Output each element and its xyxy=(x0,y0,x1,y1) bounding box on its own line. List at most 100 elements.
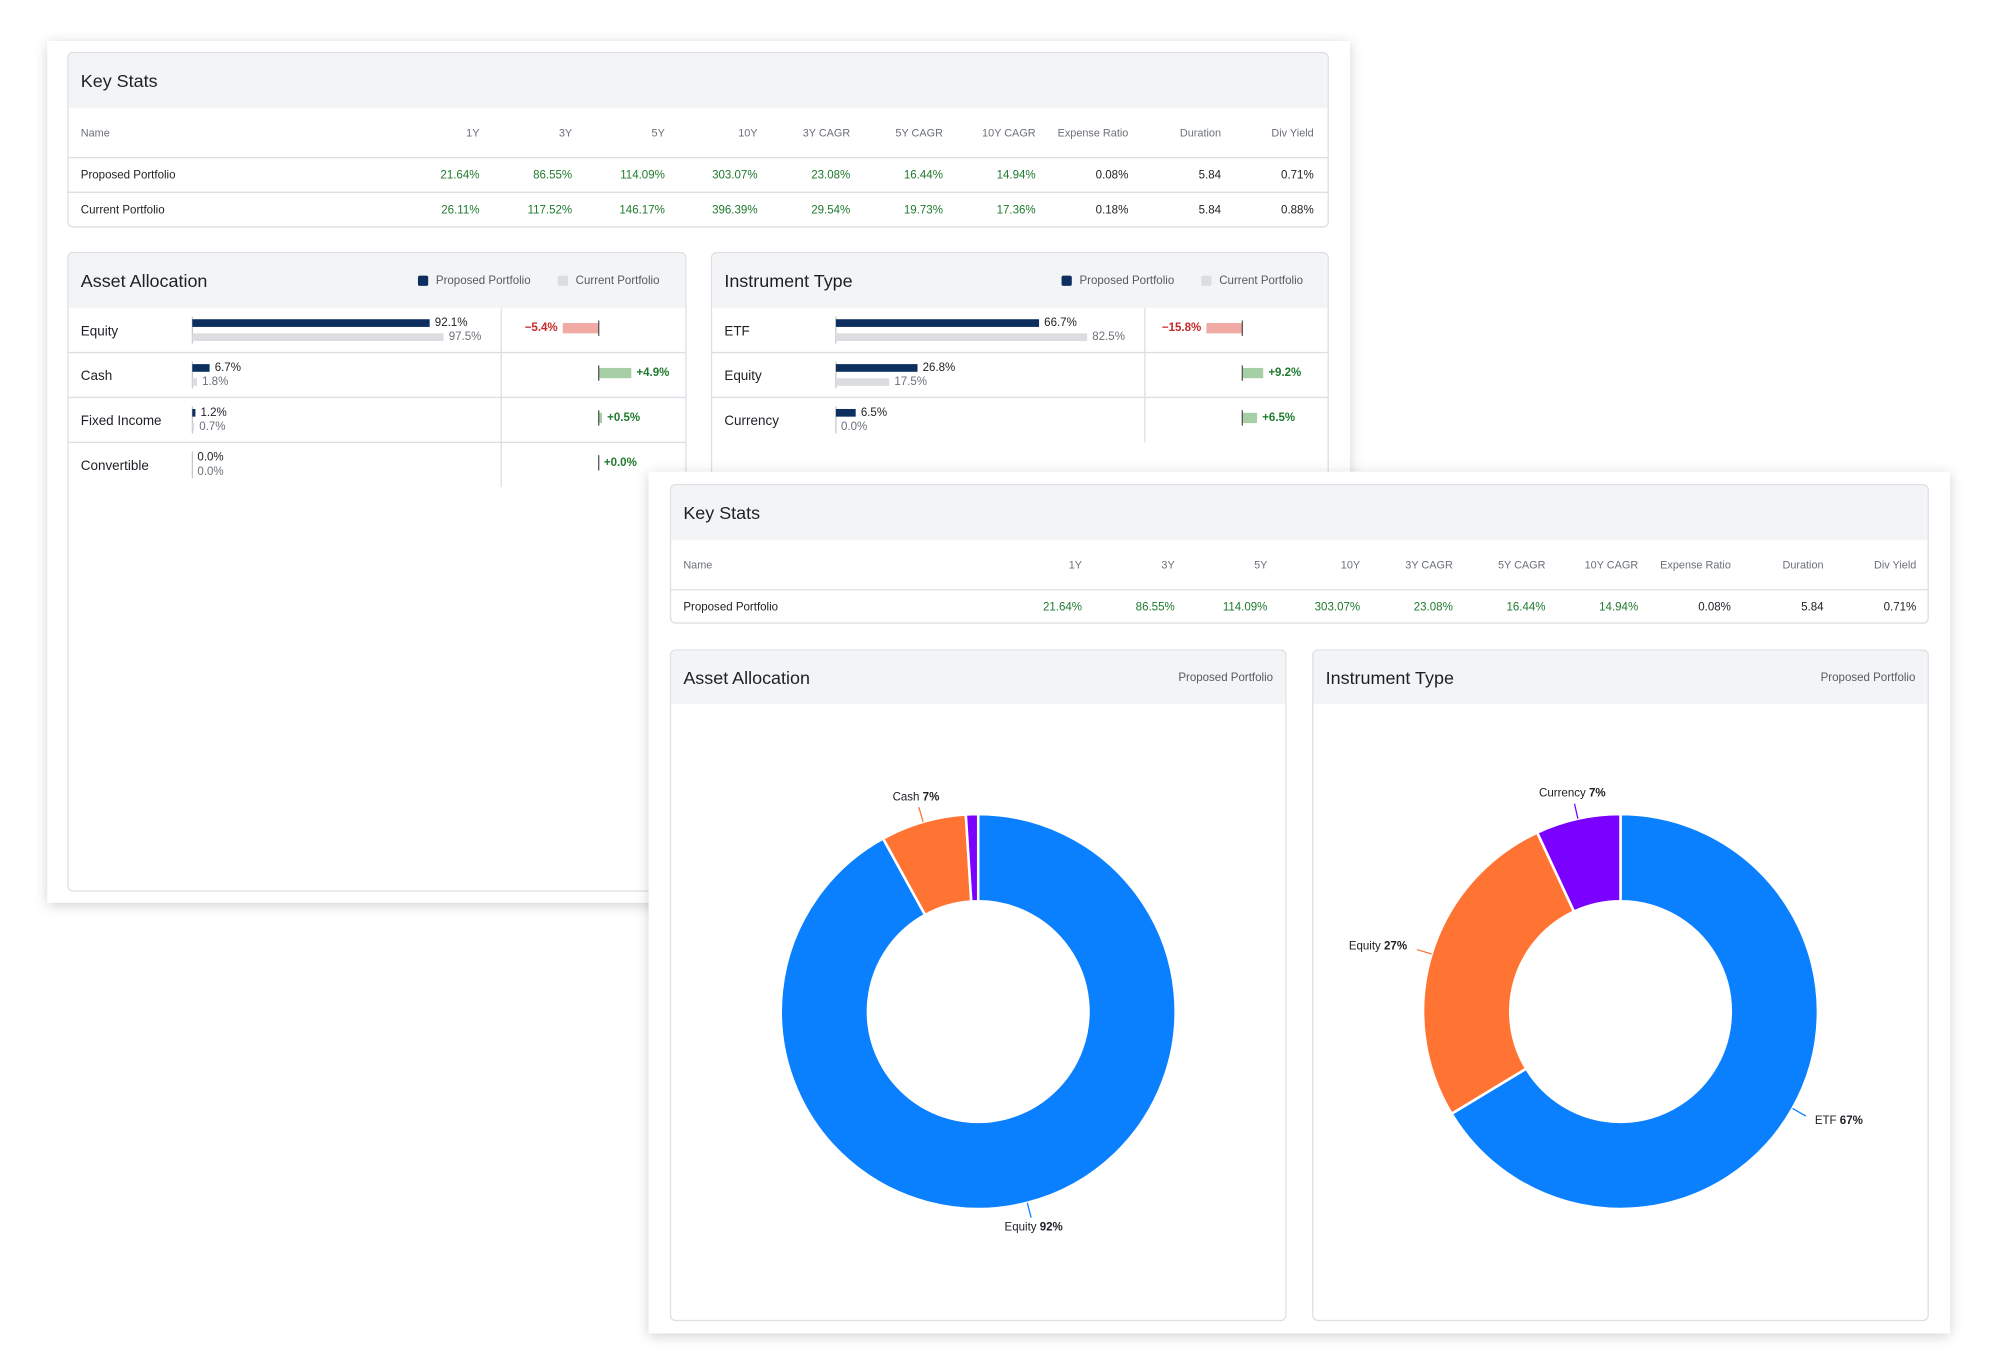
change-bar xyxy=(562,323,599,334)
slice-value: 92% xyxy=(1040,1222,1063,1234)
panel-header xyxy=(712,253,1328,308)
column-header: 3Y xyxy=(1161,559,1175,571)
slice-value: 7% xyxy=(923,791,940,803)
column-header: 5Y CAGR xyxy=(895,127,943,139)
front-screen: Key Stats Name 1Y 3Y 5Y 10Y 3Y CAGR 5Y CAGR 10Y … xyxy=(648,471,1950,1334)
column-header: Div Yield xyxy=(1874,559,1916,571)
slice-value: 27% xyxy=(1384,941,1407,953)
table-cell: 86.55% xyxy=(1136,602,1175,614)
row-name: Proposed Portfolio xyxy=(683,602,778,614)
table-cell: 114.09% xyxy=(620,170,665,182)
bar-label: 0.0% xyxy=(197,452,223,464)
legend-label: Proposed Portfolio xyxy=(1821,672,1916,684)
column-header: Name xyxy=(683,559,712,571)
table-cell: 16.44% xyxy=(904,170,943,182)
column-header: 10Y xyxy=(1341,559,1361,571)
change-label: +4.9% xyxy=(636,367,669,379)
bar xyxy=(192,378,197,386)
change-bar xyxy=(1242,412,1258,424)
slice-label: Equity 92% xyxy=(1005,1222,1063,1234)
column-header: 10Y CAGR xyxy=(1585,559,1639,571)
column-header: 3Y CAGR xyxy=(803,127,851,139)
table-cell: 0.71% xyxy=(1884,602,1917,614)
table-cell: 19.73% xyxy=(904,204,943,216)
row-label: Equity xyxy=(81,323,119,338)
legend-label: Proposed Portfolio xyxy=(436,275,531,287)
row-label: ETF xyxy=(724,323,749,338)
bar xyxy=(835,378,890,386)
bar-label: 97.5% xyxy=(449,331,482,343)
column-header: Duration xyxy=(1180,127,1221,139)
change-label: −5.4% xyxy=(525,322,558,334)
table-cell: 21.64% xyxy=(440,170,479,182)
legend-swatch xyxy=(417,275,429,286)
panel-title: Key Stats xyxy=(81,71,158,91)
label-leader xyxy=(1573,803,1579,819)
table-cell: 29.54% xyxy=(811,204,850,216)
slice-value: 67% xyxy=(1840,1115,1863,1127)
slice-label: Currency 7% xyxy=(1539,788,1606,800)
slice-name: Equity xyxy=(1349,941,1381,953)
bar-label: 1.8% xyxy=(202,376,228,388)
bar-label: 0.7% xyxy=(199,421,225,433)
table-cell: 5.84 xyxy=(1199,170,1222,182)
table-cell: 21.64% xyxy=(1043,602,1082,614)
panel-header xyxy=(68,253,686,308)
panel xyxy=(67,251,687,892)
legend-label: Proposed Portfolio xyxy=(1079,275,1174,287)
column-header: Expense Ratio xyxy=(1058,127,1129,139)
change-bar xyxy=(1206,323,1243,334)
bar-label: 0.0% xyxy=(197,466,223,478)
bar-label: 0.0% xyxy=(841,421,867,433)
column-header: 5Y xyxy=(652,127,666,139)
pie-slice xyxy=(1421,830,1576,1116)
bar-label: 1.2% xyxy=(201,407,227,419)
change-label: +6.5% xyxy=(1262,412,1295,424)
legend-swatch xyxy=(557,275,568,286)
table-cell: 396.39% xyxy=(712,204,757,216)
slice-name: Currency xyxy=(1539,788,1586,800)
bar-label: 26.8% xyxy=(923,362,956,374)
table-cell: 14.94% xyxy=(1599,602,1638,614)
slice-label: Equity 27% xyxy=(1349,941,1407,953)
bar-label: 82.5% xyxy=(1092,331,1125,343)
slice-name: Cash xyxy=(893,791,920,803)
row-label: Equity xyxy=(724,368,762,383)
change-label: +0.5% xyxy=(607,412,640,424)
row-label: Cash xyxy=(81,368,112,383)
bar xyxy=(192,408,196,417)
label-leader xyxy=(1026,1202,1032,1218)
table-cell: 114.09% xyxy=(1223,602,1268,614)
table-cell: 0.18% xyxy=(1096,204,1129,216)
column-header: 5Y CAGR xyxy=(1498,559,1546,571)
slice-name: ETF xyxy=(1815,1115,1837,1127)
column-header: 1Y xyxy=(1069,559,1083,571)
column-header: Duration xyxy=(1782,559,1823,571)
bar-label: 6.7% xyxy=(215,362,241,374)
column-header: Expense Ratio xyxy=(1660,559,1731,571)
legend-swatch xyxy=(1201,275,1212,286)
panel xyxy=(1312,649,1929,1322)
slice-label: Cash 7% xyxy=(893,791,940,803)
bar-label: 17.5% xyxy=(894,376,927,388)
row-label: Currency xyxy=(724,413,779,428)
row-label: Fixed Income xyxy=(81,413,162,428)
table-cell: 117.52% xyxy=(528,204,573,216)
bar xyxy=(835,408,856,417)
bar xyxy=(192,364,210,372)
panel xyxy=(669,649,1287,1322)
change-bar xyxy=(598,412,603,424)
table-cell: 146.17% xyxy=(619,204,664,216)
change-bar xyxy=(1242,367,1264,379)
table-cell: 0.71% xyxy=(1281,170,1314,182)
column-header: 10Y xyxy=(738,127,758,139)
panel-title: Key Stats xyxy=(683,503,760,523)
change-label: −15.8% xyxy=(1162,322,1201,334)
change-label: +0.0% xyxy=(604,457,637,469)
label-leader xyxy=(1792,1107,1807,1117)
panel-header xyxy=(68,53,1328,108)
table-cell: 0.08% xyxy=(1096,170,1129,182)
row-name: Proposed Portfolio xyxy=(81,170,176,182)
row-name: Current Portfolio xyxy=(81,204,165,216)
